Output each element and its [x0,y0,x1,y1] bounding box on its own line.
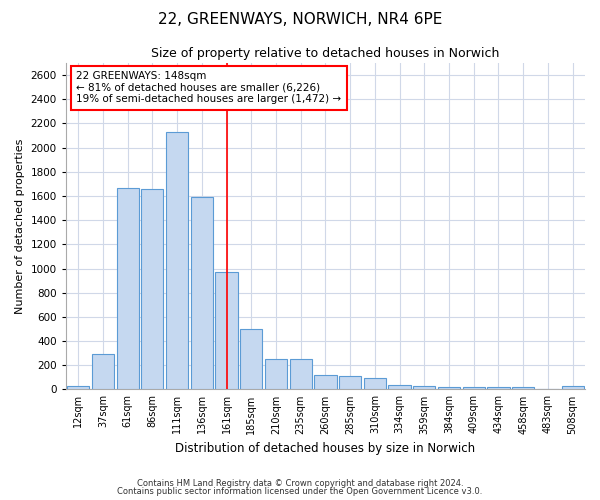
Bar [141,189,163,390]
Bar [463,387,485,390]
Bar [364,378,386,390]
Y-axis label: Number of detached properties: Number of detached properties [15,138,25,314]
Text: 22, GREENWAYS, NORWICH, NR4 6PE: 22, GREENWAYS, NORWICH, NR4 6PE [158,12,442,28]
Bar [116,188,139,390]
Bar [265,359,287,390]
Bar [487,387,509,390]
Text: Contains public sector information licensed under the Open Government Licence v3: Contains public sector information licen… [118,487,482,496]
Bar [240,329,262,390]
Bar [537,389,559,390]
Bar [512,387,535,390]
Bar [388,384,411,390]
Bar [339,376,361,390]
Bar [290,359,312,390]
Bar [191,196,213,390]
Bar [438,387,460,390]
Bar [562,386,584,390]
Title: Size of property relative to detached houses in Norwich: Size of property relative to detached ho… [151,48,500,60]
Bar [314,375,337,390]
Bar [67,386,89,390]
X-axis label: Distribution of detached houses by size in Norwich: Distribution of detached houses by size … [175,442,475,455]
Bar [413,386,436,390]
Bar [92,354,114,390]
Text: 22 GREENWAYS: 148sqm
← 81% of detached houses are smaller (6,226)
19% of semi-de: 22 GREENWAYS: 148sqm ← 81% of detached h… [76,71,341,104]
Bar [166,132,188,390]
Text: Contains HM Land Registry data © Crown copyright and database right 2024.: Contains HM Land Registry data © Crown c… [137,478,463,488]
Bar [215,272,238,390]
